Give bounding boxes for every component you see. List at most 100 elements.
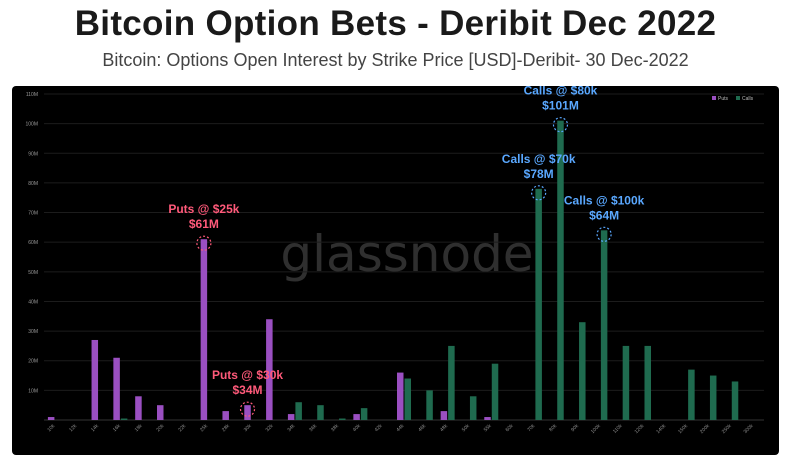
x-tick-label: 20k [155, 423, 165, 433]
calls-bar [731, 381, 739, 420]
legend-swatch-puts [712, 96, 716, 100]
annotation-marker [552, 117, 569, 133]
x-tick-label: 40k [352, 423, 362, 433]
annotation-marker [596, 226, 612, 242]
x-tick-label: 120k [634, 423, 646, 435]
x-tick-label: 60k [505, 423, 515, 433]
x-tick-label: 30k [243, 423, 253, 433]
chart-panel: glassnode 10M 20M 30M 40M 50M 60M 70M 80M 90M 100… [12, 86, 779, 455]
x-tick-label: 42k [374, 423, 384, 433]
calls-bar [120, 418, 128, 420]
x-tick-label: 32k [265, 423, 275, 433]
calls-bar [469, 396, 477, 420]
puts-bar [484, 417, 491, 420]
puts-bar [157, 405, 164, 420]
x-tick-label: 90k [570, 423, 580, 433]
x-tick-label: 16k [112, 423, 122, 433]
x-tick-label: 46k [417, 423, 427, 433]
y-tick-label: 20M [28, 359, 38, 365]
x-tick-label: 48k [439, 423, 449, 433]
y-tick-label: 70M [28, 211, 38, 217]
y-tick-label: 40M [28, 299, 38, 305]
calls-bar [688, 369, 695, 420]
x-tick-label: 28k [221, 423, 231, 433]
chart-title: Bitcoin Option Bets - Deribit Dec 2022 [74, 4, 717, 43]
annotation-marker [239, 401, 256, 417]
legend-swatch-calls [736, 96, 740, 100]
annotation-label: Calls @ $80k [524, 86, 598, 98]
y-tick-label: 60M [28, 240, 38, 246]
x-tick-label: 36k [308, 423, 318, 433]
puts-bar [353, 414, 360, 420]
puts-bar [222, 411, 229, 420]
calls-bar [557, 120, 564, 420]
puts-bar [397, 372, 404, 420]
x-tick-label: 110k [612, 423, 624, 435]
annotation-label: Calls @ $100k [564, 193, 645, 207]
x-tick-label: 150k [677, 423, 689, 435]
puts-bar [287, 414, 295, 420]
calls-bar [579, 322, 586, 420]
puts-bar [47, 417, 55, 420]
y-tick-label: 90M [28, 151, 38, 157]
x-tick-label: 34k [286, 423, 296, 433]
x-tick-label: 200k [699, 423, 711, 435]
legend-label-calls: Calls [742, 96, 754, 102]
x-tick-label: 100k [590, 423, 602, 435]
annotation-label: Calls @ $70k [502, 152, 576, 166]
calls-bar [709, 375, 717, 420]
x-tick-label: 55k [483, 423, 493, 433]
x-tick-label: 12k [68, 423, 78, 433]
x-tick-label: 44k [395, 423, 405, 433]
calls-bar [448, 345, 455, 420]
x-tick-label: 14k [90, 423, 100, 433]
puts-bar [135, 396, 142, 420]
x-tick-label: 18k [134, 423, 144, 433]
y-tick-label: 30M [28, 329, 38, 335]
y-tick-label: 80M [28, 181, 38, 187]
puts-bar [440, 411, 448, 420]
annotation-value: $61M [189, 217, 219, 231]
calls-bar [622, 345, 630, 420]
calls-bar [600, 230, 608, 420]
annotation-label: Puts @ $25k [168, 202, 239, 216]
x-tick-label: 140k [655, 423, 667, 435]
x-tick-label: 10k [46, 423, 56, 433]
calls-bar [339, 418, 346, 420]
puts-bar [200, 239, 208, 420]
calls-bar [317, 405, 324, 420]
calls-bar [491, 363, 499, 420]
calls-bar [535, 188, 542, 420]
x-tick-label: 70k [526, 423, 536, 433]
x-tick-label: 80k [548, 423, 558, 433]
puts-bar [91, 339, 99, 420]
annotation-marker [196, 235, 212, 251]
puts-bar [266, 319, 273, 420]
x-tick-label: 300k [743, 423, 755, 435]
x-tick-label: 250k [721, 423, 733, 435]
calls-bar [426, 390, 433, 420]
chart-subtitle: Bitcoin: Options Open Interest by Strike… [102, 50, 689, 70]
calls-bar [644, 345, 651, 420]
puts-bar [113, 357, 120, 420]
calls-bar [360, 408, 368, 420]
calls-bar [295, 402, 302, 420]
bar-chart: glassnode 10M 20M 30M 40M 50M 60M 70M 80M 90M 100… [25, 86, 764, 435]
annotation-marker [531, 185, 547, 201]
y-tick-label: 50M [28, 270, 38, 276]
annotation-value: $78M [524, 167, 554, 181]
puts-bar [244, 405, 251, 420]
y-tick-label: 100M [25, 122, 38, 128]
annotation-label: Puts @ $30k [212, 368, 283, 382]
annotation-value: $64M [589, 208, 619, 222]
y-tick-label: 10M [28, 388, 38, 394]
x-tick-label: 22k [177, 423, 187, 433]
watermark: glassnode [280, 225, 533, 283]
x-tick-label: 25k [199, 423, 209, 433]
legend-label-puts: Puts [718, 96, 729, 102]
annotation-value: $101M [542, 99, 579, 113]
y-tick-label: 110M [26, 92, 38, 98]
annotation-value: $34M [233, 383, 263, 397]
x-tick-label: 50k [461, 423, 471, 433]
